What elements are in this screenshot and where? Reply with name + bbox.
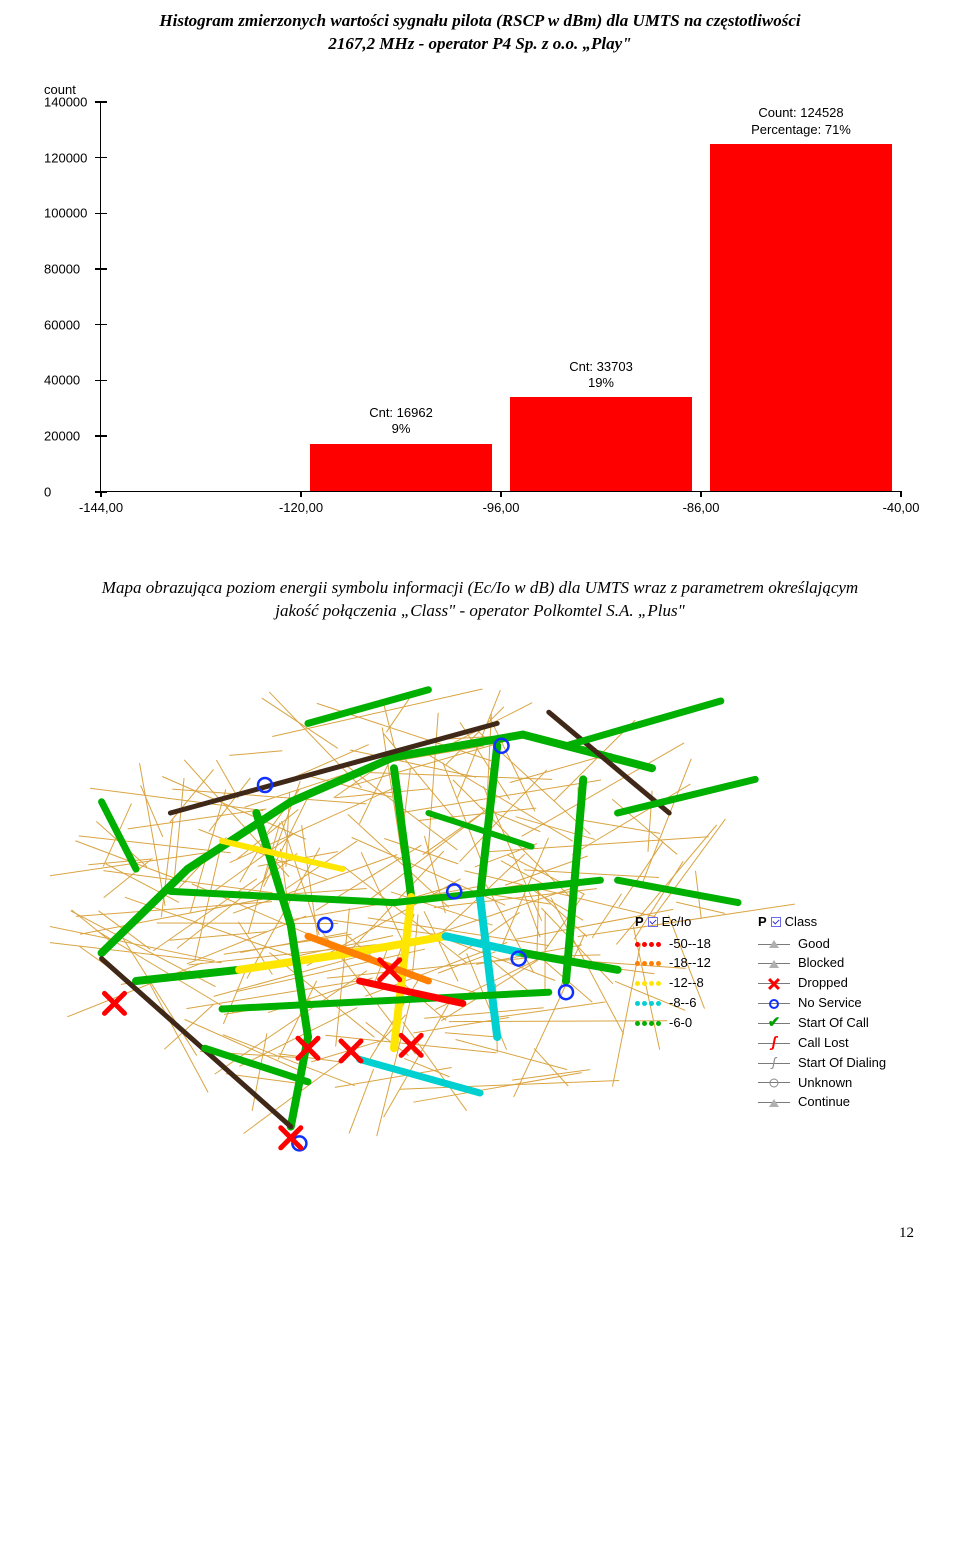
histogram-bar — [710, 144, 892, 491]
legend-row: -12--8 — [635, 974, 711, 993]
histogram-bar — [510, 397, 692, 491]
legend-row: ʃStart Of Dialing — [758, 1054, 886, 1073]
ytick-label: 0 — [44, 484, 94, 499]
histogram-title-l1: Histogram zmierzonych wartości sygnału p… — [159, 11, 800, 30]
histogram-plot: -144,00-120,00-96,00-86,00-40,00Cnt: 169… — [100, 102, 900, 492]
legend-class-title: P Class — [758, 913, 886, 932]
ytick-label: 120000 — [44, 150, 94, 165]
map-title: Mapa obrazująca poziom energii symbolu i… — [100, 577, 860, 623]
legend-ecio: P Ec/Io -50--18-18--12-12--8-8--6-6-0 — [635, 913, 711, 1034]
legend-class: P Class GoodBlockedDroppedNo Service✔Sta… — [758, 913, 886, 1113]
histogram-bar — [310, 444, 492, 491]
legend-row: ʃCall Lost — [758, 1034, 886, 1053]
ytick-label: 80000 — [44, 262, 94, 277]
xtick-label: -144,00 — [79, 500, 123, 515]
legend-row: ✔Start Of Call — [758, 1014, 886, 1033]
histogram-chart: count -144,00-120,00-96,00-86,00-40,00Cn… — [40, 74, 920, 529]
map: P Ec/Io -50--18-18--12-12--8-8--6-6-0 P … — [50, 645, 910, 1205]
legend-row: -6-0 — [635, 1014, 711, 1033]
xtick-label: -96,00 — [483, 500, 520, 515]
legend-row: Good — [758, 935, 886, 954]
legend-row: Dropped — [758, 974, 886, 993]
legend-row: Unknown — [758, 1074, 886, 1093]
ytick-label: 20000 — [44, 429, 94, 444]
xtick-label: -120,00 — [279, 500, 323, 515]
bar-label: Count: 124528Percentage: 71% — [751, 105, 851, 138]
legend-row: -18--12 — [635, 954, 711, 973]
histogram-title: Histogram zmierzonych wartości sygnału p… — [40, 10, 920, 56]
ytick-label: 40000 — [44, 373, 94, 388]
ytick-label: 100000 — [44, 206, 94, 221]
ytick-label: 60000 — [44, 317, 94, 332]
ytick-label: 140000 — [44, 94, 94, 109]
histogram-title-l2: 2167,2 MHz - operator P4 Sp. z o.o. „Pla… — [328, 34, 631, 53]
bar-label: Cnt: 169629% — [369, 405, 433, 438]
bar-label: Cnt: 3370319% — [569, 359, 633, 392]
legend-row: Continue — [758, 1093, 886, 1112]
xtick-label: -86,00 — [683, 500, 720, 515]
legend-row: -50--18 — [635, 935, 711, 954]
xtick-label: -40,00 — [883, 500, 920, 515]
legend-row: No Service — [758, 994, 886, 1013]
legend-row: Blocked — [758, 954, 886, 973]
legend-row: -8--6 — [635, 994, 711, 1013]
legend-ecio-title: P Ec/Io — [635, 913, 711, 932]
page-number: 12 — [40, 1225, 920, 1242]
